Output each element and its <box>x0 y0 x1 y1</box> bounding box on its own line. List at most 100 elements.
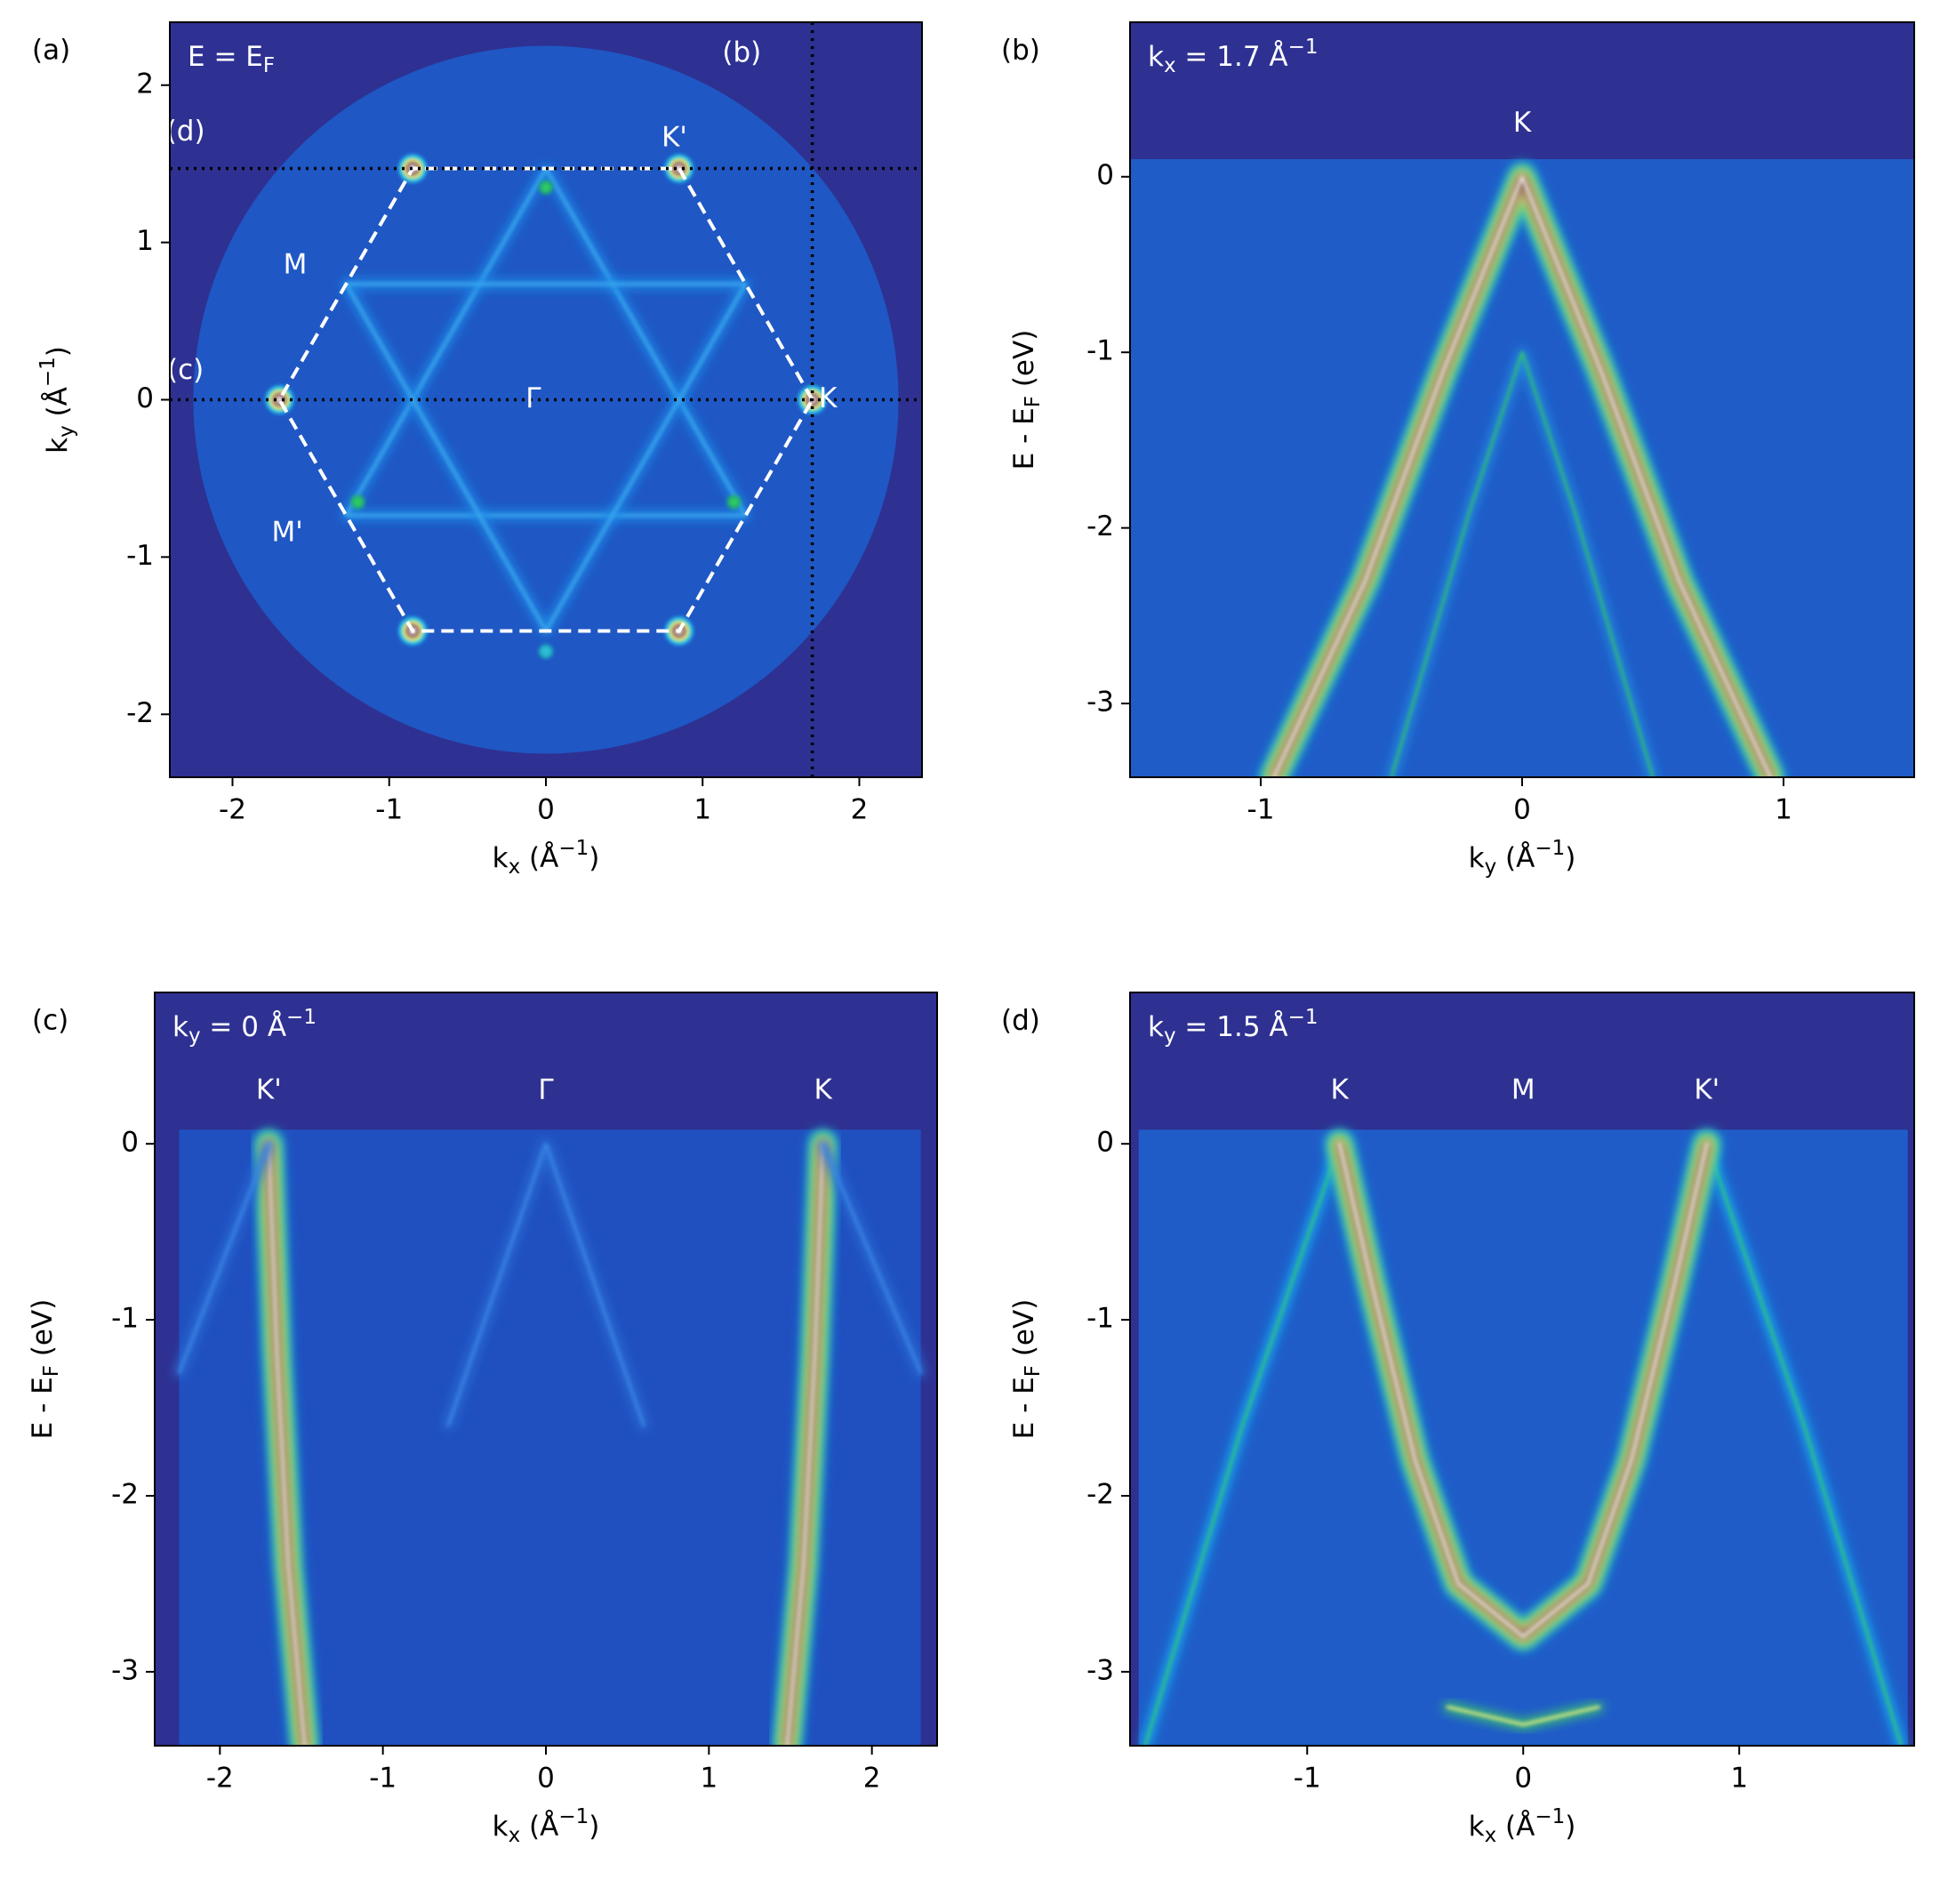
x-axis-label-part: k <box>493 842 509 874</box>
y-axis-label: E - EF (eV) <box>1008 1299 1045 1440</box>
inset-label-part: F <box>263 54 275 77</box>
inset-label-part: = 1.5 Å <box>1176 1011 1288 1043</box>
annotation: K' <box>1694 1073 1720 1105</box>
band <box>344 166 748 518</box>
x-axis-label-part: ) <box>1565 1811 1575 1843</box>
y-tick-label: -2 <box>1086 510 1114 542</box>
y-tick-label: -1 <box>111 1303 139 1335</box>
annotation: (b) <box>722 36 761 68</box>
panel-label: (c) <box>32 1005 68 1037</box>
data-region <box>1138 1129 1908 1746</box>
band <box>1390 350 1655 777</box>
x-axis-label-part: (Å <box>1496 1811 1535 1843</box>
y-axis-label-part: (eV) <box>1008 330 1040 396</box>
x-tick-label: 0 <box>537 794 555 826</box>
data-region <box>1130 159 1914 777</box>
annotation: K <box>1331 1073 1350 1105</box>
inset-label-part: −1 <box>286 1006 317 1029</box>
x-axis-label-part: −1 <box>558 837 589 860</box>
panel-label: (b) <box>1001 35 1040 67</box>
x-axis-label-part: −1 <box>558 1805 589 1828</box>
y-tick-label: 0 <box>1096 1127 1114 1159</box>
y-axis-label: E - EF (eV) <box>27 1299 63 1440</box>
x-tick-label: 2 <box>851 794 869 826</box>
y-tick-label: 2 <box>136 68 154 100</box>
y-tick-label: -2 <box>111 1478 139 1510</box>
spot <box>542 647 549 655</box>
x-axis-label-part: k <box>1469 842 1485 874</box>
band <box>1272 175 1772 777</box>
inset-label: kx = 1.7 Å−1 <box>1148 36 1319 77</box>
annotation: Γ <box>525 382 541 414</box>
x-axis-label-part: x <box>509 856 521 879</box>
inset-label-part: k <box>1148 41 1164 73</box>
y-tick-label: -2 <box>1086 1478 1114 1510</box>
inset-label-part: k <box>172 1011 188 1043</box>
y-tick-label: 0 <box>136 382 154 414</box>
frame <box>1129 992 1915 1747</box>
x-tick-label: 0 <box>537 1763 555 1795</box>
band <box>344 282 748 633</box>
spot <box>354 498 362 506</box>
x-axis-label-part: (Å <box>1496 842 1535 874</box>
band <box>1705 1142 1903 1746</box>
annotation: K' <box>661 121 687 153</box>
annotation: K <box>814 1073 832 1105</box>
y-axis-label: ky (Å−1) <box>36 346 78 454</box>
y-axis-label-part: F <box>1022 1365 1045 1377</box>
band <box>1446 1705 1600 1726</box>
y-axis-label-part: E - E <box>1008 1377 1040 1439</box>
y-axis-label-part: y <box>55 425 78 438</box>
band <box>822 1142 923 1374</box>
band <box>1338 1142 1709 1638</box>
inset-label-part: y <box>188 1024 201 1048</box>
x-axis-label-part: (Å <box>520 1811 558 1843</box>
annotation: M <box>1511 1073 1535 1105</box>
y-tick-label: -1 <box>126 540 154 572</box>
y-axis-label-part: (eV) <box>27 1299 59 1365</box>
x-axis-label: ky (Å−1) <box>1469 837 1576 879</box>
panel-label: (d) <box>1001 1005 1040 1037</box>
y-axis-label: E - EF (eV) <box>1008 330 1045 470</box>
x-axis-label-part: −1 <box>1535 837 1565 860</box>
inset-label-part: −1 <box>1288 1006 1319 1029</box>
y-tick-label: -3 <box>111 1654 139 1686</box>
spot <box>542 183 549 191</box>
inset-label-part: = 1.7 Å <box>1176 41 1288 73</box>
annotation: (c) <box>167 354 204 386</box>
x-tick-label: 1 <box>700 1763 717 1795</box>
x-axis-label-part: x <box>509 1824 521 1847</box>
x-axis-label-part: ) <box>1565 842 1575 874</box>
y-tick-label: -3 <box>1086 687 1114 719</box>
annotation: K <box>1513 107 1532 139</box>
x-axis-label-part: −1 <box>1535 1805 1565 1828</box>
brillouin-zone <box>277 166 814 633</box>
x-tick-label: 1 <box>1730 1763 1748 1795</box>
band <box>785 1142 825 1746</box>
x-axis-label: kx (Å−1) <box>493 1805 600 1847</box>
y-tick-label: -2 <box>126 697 154 729</box>
annotation: M' <box>272 516 303 548</box>
x-axis-label: kx (Å−1) <box>1469 1805 1576 1847</box>
x-tick-label: -1 <box>1294 1763 1321 1795</box>
x-tick-label: 1 <box>1775 794 1792 826</box>
y-tick-label: 0 <box>121 1127 139 1159</box>
x-tick-label: -1 <box>369 1763 397 1795</box>
y-axis-label-part: (Å <box>42 387 74 425</box>
x-tick-label: 0 <box>1514 1763 1532 1795</box>
band <box>267 1142 307 1746</box>
y-axis-label-part: k <box>42 438 74 454</box>
x-axis-label-part: k <box>1469 1811 1485 1843</box>
inset-label-part: y <box>1164 1024 1176 1048</box>
inset-label-part: E = E <box>188 41 263 73</box>
plot-area <box>155 992 937 1746</box>
band <box>446 1142 645 1427</box>
panel: (d) (c) (b) M M' Γ K K' E = EF (a) -2 -1 0 1 2 -2 -1 0 1 2 k… <box>32 21 923 879</box>
x-tick-label: 0 <box>1513 794 1531 826</box>
inset-label: ky = 0 Å−1 <box>172 1006 317 1048</box>
inset-label-part: −1 <box>1288 36 1319 59</box>
x-axis-label-part: ) <box>589 842 599 874</box>
y-axis-label-part: E - E <box>27 1377 59 1439</box>
